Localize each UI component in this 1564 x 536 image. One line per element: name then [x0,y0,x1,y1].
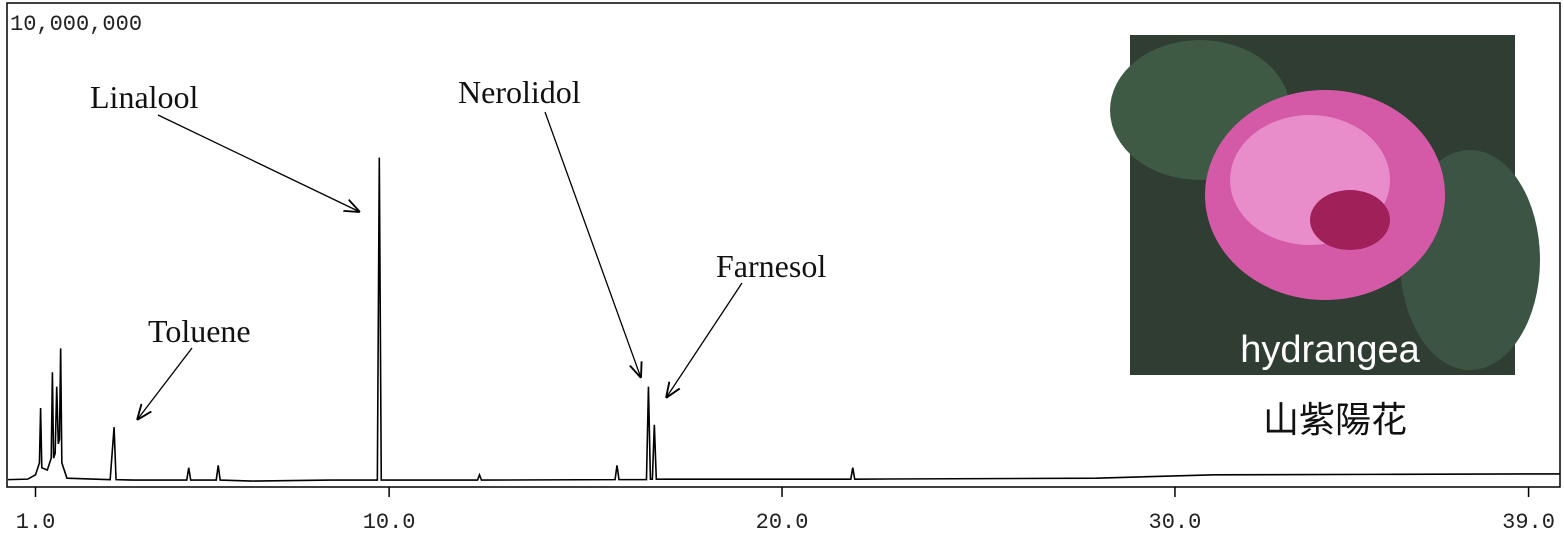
x-tick-label: 10.0 [363,510,416,535]
annotation: Nerolidol [458,74,581,110]
photo-caption: hydrangea [1240,329,1420,371]
flower [1310,190,1390,250]
x-tick-label: 39.0 [1502,510,1555,535]
photo-label: 山紫陽花 [1263,400,1407,441]
y-tick-label: 10,000,000 [10,12,142,37]
annotation: Farnesol [716,248,826,284]
annotation-arrow [137,347,193,420]
annotation: Toluene [148,313,251,349]
annotation-arrow [544,111,641,378]
chromatogram-line [7,157,1561,482]
annotation: Linalool [90,79,199,115]
x-tick-label: 20.0 [756,510,809,535]
x-tick-label: 1.0 [16,510,56,535]
annotation-arrow [666,282,743,398]
x-tick-label: 30.0 [1149,510,1202,535]
annotation-arrow [157,114,360,212]
photo: hydrangea [1110,35,1540,375]
plot-frame [6,2,1561,488]
